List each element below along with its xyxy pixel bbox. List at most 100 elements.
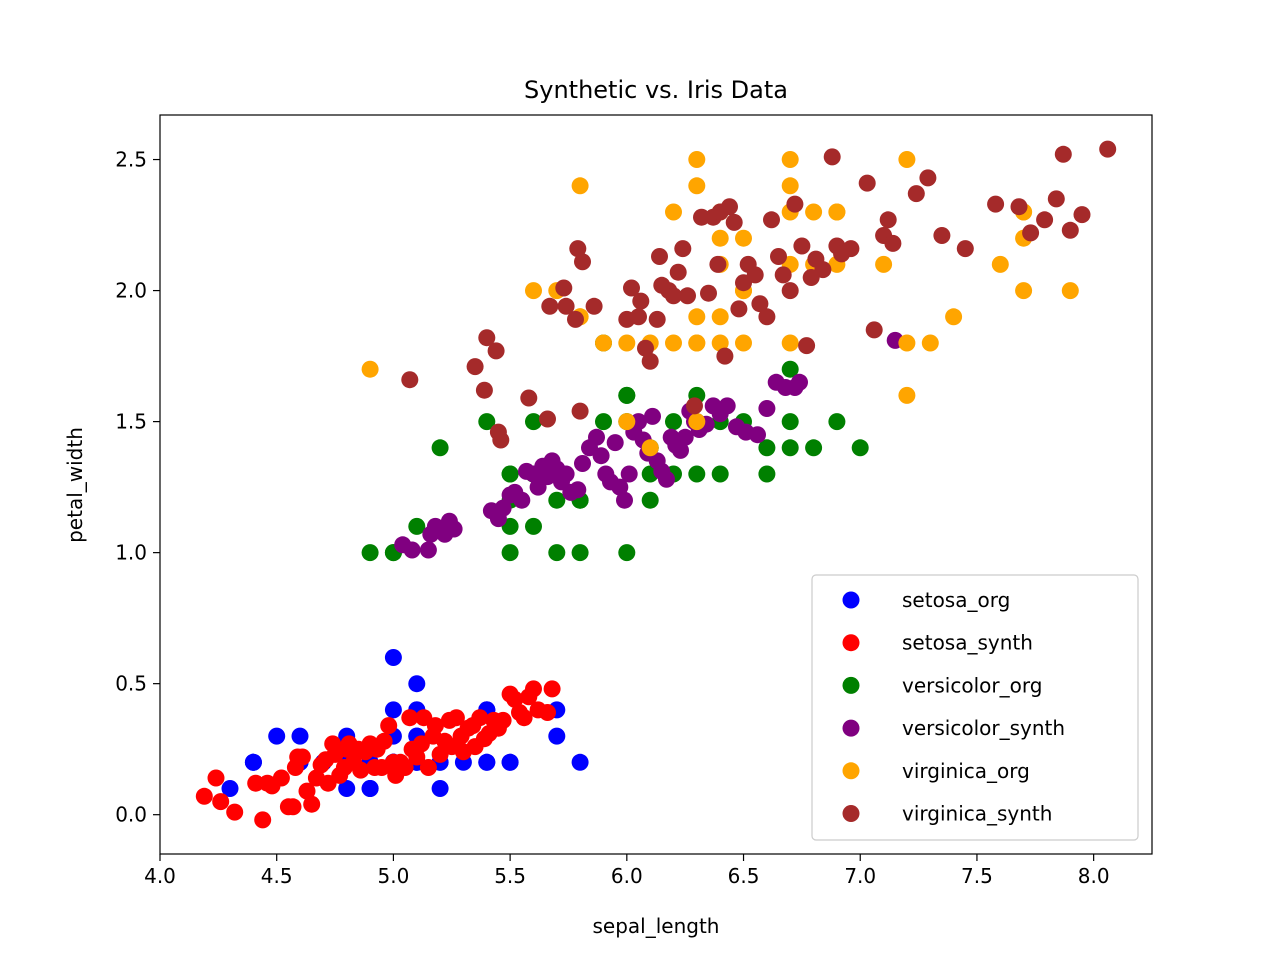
data-point	[858, 174, 876, 192]
data-point	[548, 727, 566, 745]
data-point	[781, 282, 799, 300]
data-point	[620, 465, 638, 483]
data-point	[569, 481, 587, 499]
data-point	[879, 211, 897, 229]
y-axis: 0.0 0.5 1.0 1.5 2.0 2.5	[115, 148, 160, 827]
data-point	[651, 248, 668, 265]
data-point	[798, 337, 816, 355]
data-point	[375, 732, 393, 750]
data-point	[618, 334, 636, 352]
data-point	[525, 517, 542, 535]
data-point	[933, 227, 951, 244]
series-virginica_synth	[401, 140, 1117, 449]
data-point	[1036, 211, 1054, 229]
y-tick-label: 2.5	[115, 148, 147, 172]
data-point	[749, 426, 766, 444]
data-point	[828, 413, 846, 431]
data-point	[384, 701, 402, 719]
data-point	[865, 321, 883, 339]
data-point	[401, 371, 419, 389]
data-point	[611, 478, 629, 496]
data-point	[791, 373, 808, 391]
legend-label: versicolor_synth	[902, 716, 1065, 740]
data-point	[674, 240, 692, 258]
data-point	[419, 541, 437, 559]
data-point	[212, 793, 230, 811]
data-point	[1015, 282, 1033, 300]
data-point	[403, 541, 421, 559]
data-point	[730, 300, 748, 318]
data-point	[384, 649, 402, 666]
x-tick-label: 7.5	[961, 864, 993, 888]
data-point	[419, 759, 437, 776]
series-setosa_synth	[195, 680, 561, 829]
plot-area-frame	[159, 114, 1153, 855]
data-point	[494, 499, 512, 517]
data-point	[494, 711, 512, 729]
legend-marker	[842, 805, 860, 822]
x-tick-label: 7.0	[844, 864, 876, 888]
data-point	[585, 297, 603, 315]
legend-label: versicolor_org	[902, 673, 1042, 697]
data-point	[571, 544, 589, 562]
data-point	[805, 203, 823, 221]
legend-label: virginica_org	[902, 759, 1030, 783]
data-point	[478, 413, 496, 431]
data-point	[244, 753, 262, 771]
y-tick-label: 0.0	[115, 803, 147, 827]
data-point	[478, 329, 496, 347]
data-point	[401, 709, 419, 727]
data-point	[541, 297, 559, 315]
x-tick-label: 5.0	[378, 864, 410, 888]
data-point	[525, 282, 542, 300]
data-point	[352, 761, 370, 779]
data-point	[774, 266, 792, 284]
data-point	[1054, 145, 1072, 163]
data-point	[408, 748, 426, 766]
data-point	[445, 520, 463, 538]
data-point	[672, 441, 689, 459]
y-tick-label: 2.0	[115, 279, 147, 303]
data-point	[595, 334, 612, 352]
data-point	[758, 465, 776, 483]
legend-marker	[842, 762, 860, 780]
data-point	[338, 780, 356, 797]
x-axis: 4.0 4.5 5.0 5.5 6.0 6.5 7.0 7.5 8.0	[144, 854, 1110, 888]
data-point	[466, 358, 484, 376]
data-point	[688, 334, 706, 352]
data-point	[431, 439, 449, 457]
data-point	[945, 308, 963, 326]
data-point	[557, 465, 575, 483]
data-point	[520, 389, 538, 407]
x-tick-label: 6.0	[611, 864, 643, 888]
data-point	[711, 465, 729, 483]
data-point	[361, 544, 379, 562]
data-points	[195, 140, 1117, 829]
data-point	[525, 680, 542, 698]
data-point	[539, 704, 556, 721]
data-point	[272, 769, 290, 787]
data-point	[226, 803, 244, 821]
data-point	[919, 169, 937, 187]
x-tick-label: 5.5	[494, 864, 526, 888]
legend-box	[811, 574, 1139, 841]
data-point	[758, 400, 776, 417]
data-point	[574, 455, 591, 472]
legend-label: setosa_synth	[902, 631, 1033, 655]
data-point	[506, 690, 524, 708]
data-point	[1022, 224, 1040, 242]
data-point	[711, 308, 729, 326]
data-point	[898, 334, 916, 352]
data-point	[716, 347, 734, 365]
legend-item-versicolor_synth: versicolor_synth	[842, 716, 1065, 740]
data-point	[1061, 282, 1079, 300]
data-point	[501, 465, 519, 483]
data-point	[921, 334, 939, 352]
data-point	[475, 381, 493, 399]
x-tick-label: 4.0	[144, 864, 176, 888]
data-point	[763, 211, 780, 229]
data-point	[221, 780, 239, 797]
data-point	[814, 261, 832, 279]
data-point	[676, 428, 694, 446]
data-point	[361, 780, 379, 797]
